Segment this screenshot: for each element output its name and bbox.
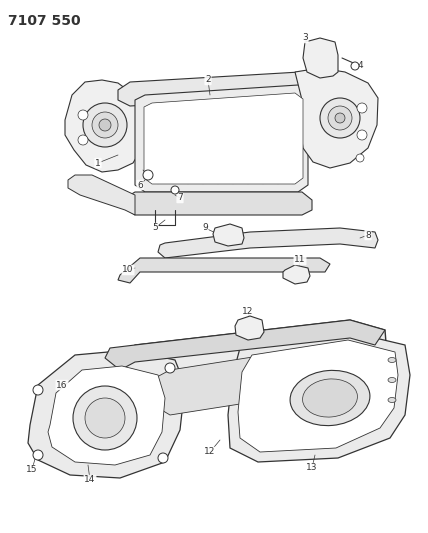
Text: 3: 3 bbox=[302, 34, 308, 43]
Polygon shape bbox=[28, 350, 185, 478]
Circle shape bbox=[73, 386, 137, 450]
Polygon shape bbox=[228, 332, 410, 462]
Polygon shape bbox=[238, 340, 398, 452]
Ellipse shape bbox=[388, 358, 396, 362]
Text: 12: 12 bbox=[242, 308, 254, 317]
Circle shape bbox=[78, 110, 88, 120]
Circle shape bbox=[92, 112, 118, 138]
Text: 6: 6 bbox=[137, 181, 143, 190]
Polygon shape bbox=[118, 258, 330, 283]
Polygon shape bbox=[135, 85, 308, 192]
Circle shape bbox=[320, 98, 360, 138]
Polygon shape bbox=[68, 175, 135, 215]
Polygon shape bbox=[235, 316, 264, 340]
Polygon shape bbox=[155, 348, 325, 415]
Text: 7: 7 bbox=[177, 193, 183, 203]
Polygon shape bbox=[144, 93, 303, 184]
Text: 10: 10 bbox=[122, 265, 134, 274]
Polygon shape bbox=[48, 366, 165, 465]
Circle shape bbox=[143, 170, 153, 180]
Ellipse shape bbox=[303, 379, 357, 417]
Text: 14: 14 bbox=[84, 475, 96, 484]
Text: 1: 1 bbox=[95, 158, 101, 167]
Circle shape bbox=[357, 130, 367, 140]
Text: 4: 4 bbox=[357, 61, 363, 69]
Text: 11: 11 bbox=[294, 255, 306, 264]
Text: 8: 8 bbox=[365, 230, 371, 239]
Polygon shape bbox=[158, 228, 378, 258]
Circle shape bbox=[351, 62, 359, 70]
Text: 15: 15 bbox=[26, 465, 38, 474]
Ellipse shape bbox=[388, 377, 396, 383]
Text: 2: 2 bbox=[205, 76, 211, 85]
Circle shape bbox=[171, 186, 179, 194]
Circle shape bbox=[85, 398, 125, 438]
Circle shape bbox=[357, 103, 367, 113]
Polygon shape bbox=[303, 38, 338, 78]
Ellipse shape bbox=[388, 398, 396, 402]
Text: 12: 12 bbox=[204, 448, 216, 456]
Circle shape bbox=[33, 450, 43, 460]
Text: 13: 13 bbox=[306, 464, 318, 472]
Polygon shape bbox=[105, 320, 388, 415]
Polygon shape bbox=[65, 80, 145, 172]
Text: 7107 550: 7107 550 bbox=[8, 14, 80, 28]
Polygon shape bbox=[118, 72, 310, 106]
Text: 5: 5 bbox=[152, 223, 158, 232]
Polygon shape bbox=[213, 224, 244, 246]
Polygon shape bbox=[125, 192, 312, 215]
Circle shape bbox=[33, 385, 43, 395]
Circle shape bbox=[335, 113, 345, 123]
Circle shape bbox=[78, 135, 88, 145]
Circle shape bbox=[83, 103, 127, 147]
Text: 9: 9 bbox=[202, 223, 208, 232]
Ellipse shape bbox=[290, 370, 370, 426]
Circle shape bbox=[165, 363, 175, 373]
Circle shape bbox=[356, 154, 364, 162]
Text: 16: 16 bbox=[56, 381, 68, 390]
Polygon shape bbox=[283, 265, 310, 284]
Polygon shape bbox=[295, 68, 378, 168]
Circle shape bbox=[99, 119, 111, 131]
Circle shape bbox=[328, 106, 352, 130]
Circle shape bbox=[158, 453, 168, 463]
Polygon shape bbox=[105, 320, 385, 370]
